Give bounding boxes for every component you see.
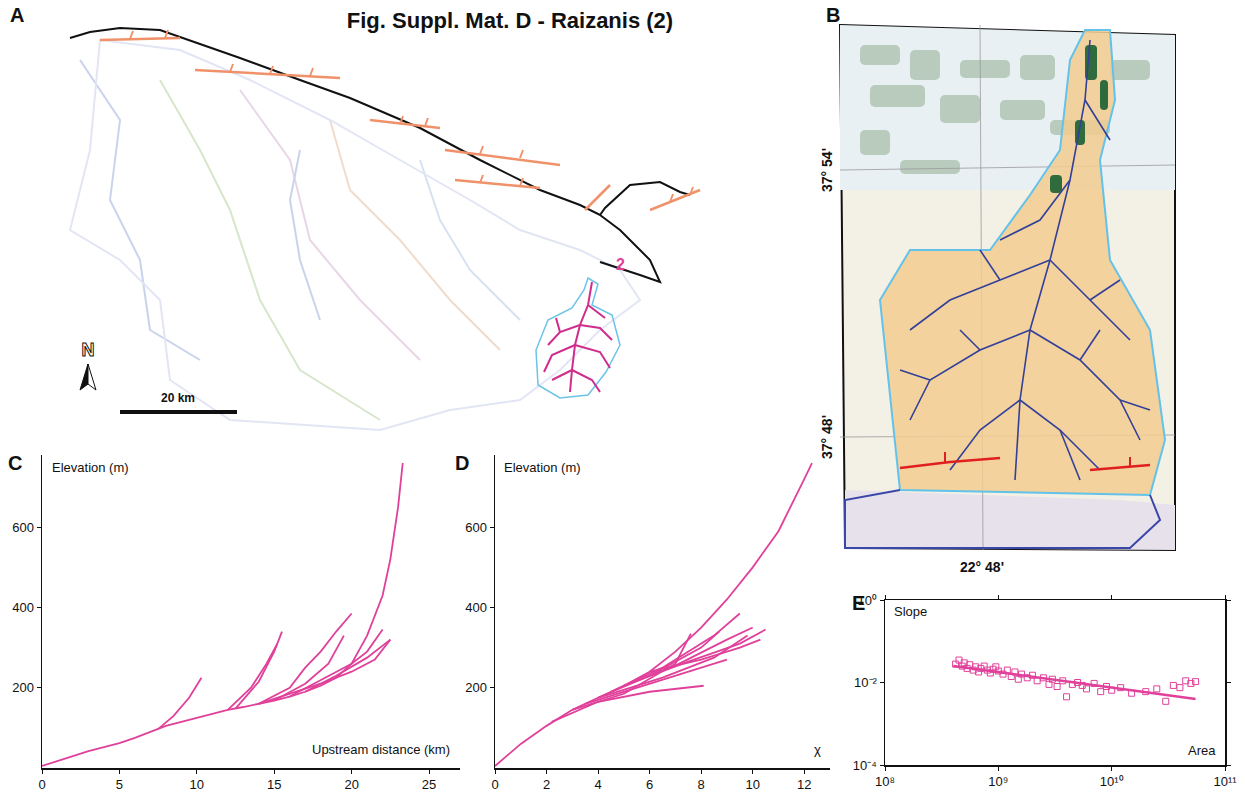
svg-text:10¹¹: 10¹¹: [1213, 774, 1237, 789]
svg-text:N: N: [82, 340, 95, 360]
svg-text:600: 600: [465, 520, 487, 535]
svg-text:600: 600: [12, 520, 34, 535]
svg-text:8: 8: [698, 777, 705, 792]
svg-text:20: 20: [344, 777, 358, 792]
svg-text:2: 2: [616, 256, 625, 273]
svg-text:5: 5: [116, 777, 123, 792]
svg-text:10⁹: 10⁹: [988, 774, 1008, 789]
svg-text:10⁻²: 10⁻²: [854, 675, 877, 690]
svg-text:Elevation (m): Elevation (m): [52, 460, 129, 475]
svg-text:Upstream distance (km): Upstream distance (km): [312, 742, 450, 757]
svg-text:400: 400: [465, 600, 487, 615]
svg-text:10: 10: [745, 777, 759, 792]
svg-text:200: 200: [12, 680, 34, 695]
svg-text:10⁸: 10⁸: [875, 774, 895, 789]
svg-text:400: 400: [12, 600, 34, 615]
svg-text:25: 25: [422, 777, 436, 792]
svg-text:Elevation (m): Elevation (m): [504, 460, 581, 475]
svg-text:37° 48': 37° 48': [819, 415, 835, 459]
svg-text:6: 6: [646, 777, 653, 792]
svg-text:0: 0: [38, 777, 45, 792]
svg-text:2: 2: [543, 777, 550, 792]
svg-text:4: 4: [594, 777, 601, 792]
svg-text:Area: Area: [1188, 743, 1216, 758]
svg-text:10⁻⁴: 10⁻⁴: [853, 758, 877, 773]
svg-text:12: 12: [797, 777, 811, 792]
svg-text:10: 10: [190, 777, 204, 792]
svg-text:10¹⁰: 10¹⁰: [1100, 774, 1124, 789]
svg-text:Slope: Slope: [894, 604, 927, 619]
svg-text:15: 15: [267, 777, 281, 792]
svg-text:22° 48': 22° 48': [960, 559, 1004, 575]
svg-text:20 km: 20 km: [161, 391, 195, 405]
svg-text:0: 0: [491, 777, 498, 792]
svg-text:37° 54': 37° 54': [819, 148, 835, 192]
svg-text:χ: χ: [814, 742, 821, 757]
svg-text:200: 200: [465, 680, 487, 695]
